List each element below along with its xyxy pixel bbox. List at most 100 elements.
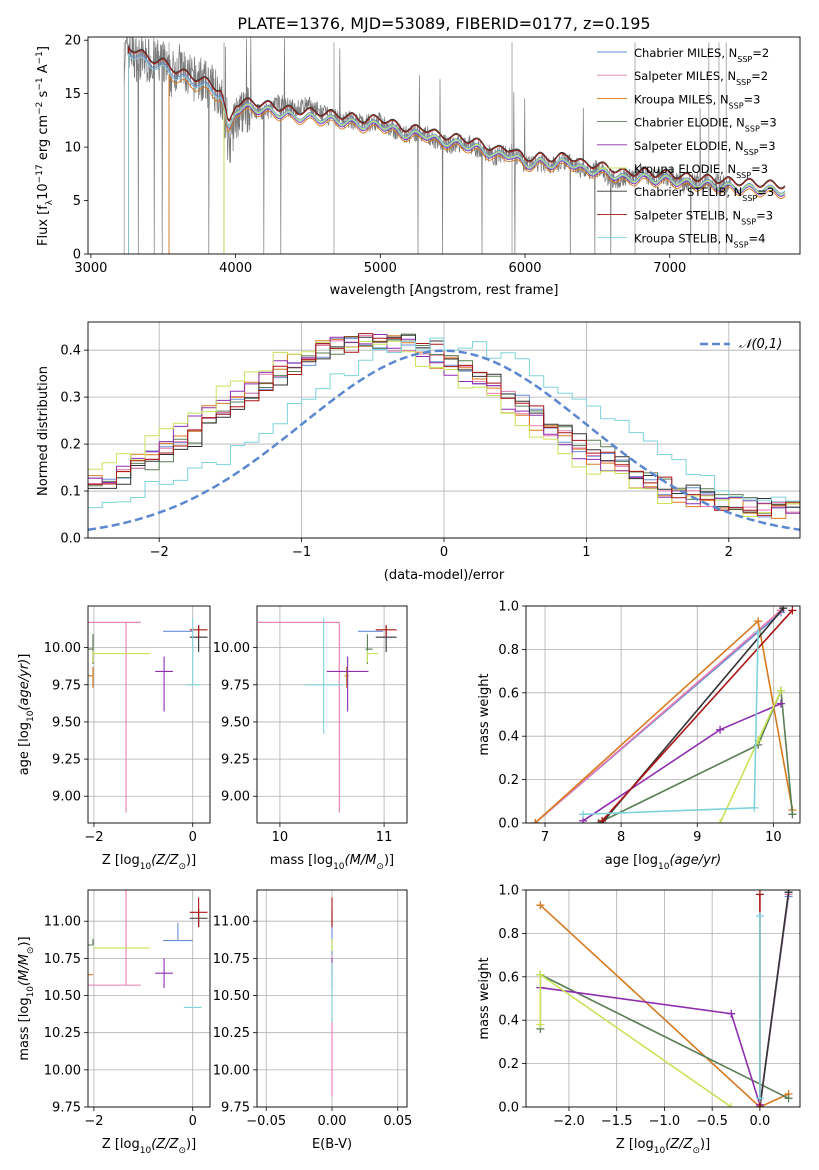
x-tick-label: 10 xyxy=(765,830,782,845)
axes-frame xyxy=(87,321,801,539)
weight-marker-cs xyxy=(784,890,793,897)
weight-marker-cs xyxy=(779,606,788,613)
x-tick-label: 5000 xyxy=(364,261,397,276)
x-tick-label: 3000 xyxy=(74,261,107,276)
normal-curve xyxy=(88,349,800,532)
legend-entry-ce: Chabrier ELODIE, NSSP=3 xyxy=(634,116,777,134)
y-tick-label: 10.00 xyxy=(44,1063,81,1078)
weight-marker-ke xyxy=(536,1020,545,1029)
x-tick-label: −2 xyxy=(84,830,103,845)
weight-marker-ce xyxy=(784,1094,793,1103)
legend-entry-sm: Salpeter MILES, NSSP=2 xyxy=(634,69,768,87)
y-tick-label: 9.25 xyxy=(221,753,250,768)
weight-marker-ke xyxy=(727,1103,736,1107)
x-tick-label: 0.05 xyxy=(383,1114,412,1129)
point-cm xyxy=(163,922,193,942)
model-spectrum-ss xyxy=(128,46,786,254)
point-ss xyxy=(189,897,208,928)
weight-marker-ke xyxy=(776,686,785,695)
y-tick-label: 1.0 xyxy=(498,600,519,615)
x-tick-label: 8 xyxy=(617,830,625,845)
weight-marker-ss xyxy=(598,816,607,823)
x-tick-label: 0 xyxy=(189,1114,197,1129)
y-tick-label: 20 xyxy=(64,34,81,49)
x-axis-label: Z [log10(Z/Z⊙)] xyxy=(102,853,196,872)
x-tick-label: 4000 xyxy=(219,261,252,276)
weight-marker-ks xyxy=(755,1094,764,1103)
y-tick-label: 10.25 xyxy=(213,1026,250,1041)
legend-entry-cm: Chabrier MILES, NSSP=2 xyxy=(634,46,769,64)
x-tick-label: −1.0 xyxy=(649,1114,681,1129)
y-tick-label: 9.75 xyxy=(52,1101,81,1116)
point-ce xyxy=(365,634,373,664)
y-tick-label: 0.0 xyxy=(498,817,519,832)
y-tick-label: 0.2 xyxy=(60,438,81,453)
y-tick-label: 15 xyxy=(64,87,81,102)
x-tick-label: 0.0 xyxy=(750,1114,771,1129)
weight-marker-ss xyxy=(788,606,797,615)
y-tick-label: 9.00 xyxy=(52,790,81,805)
axes-frame xyxy=(87,36,801,255)
age-vs-mass-panel: 10 11 9.00 9.25 9.50 9.75 10.00 mass [log10(M/M… xyxy=(213,605,408,872)
y-tick-label: 10 xyxy=(64,141,81,156)
model-spectrum-ke xyxy=(223,103,786,254)
y-tick-label: 9.25 xyxy=(52,753,81,768)
age-vs-metallicity-panel: −2 0 9.00 9.25 9.50 9.75 10.00 Z [log10(Z/Z⊙)] a… xyxy=(17,605,211,872)
y-axis-label: Flux [fλ10−17 erg cm−2 s−1 A−1] xyxy=(35,46,55,246)
legend-entry-se: Salpeter ELODIE, NSSP=3 xyxy=(634,139,776,157)
weight-line-ke xyxy=(719,690,782,823)
weight-line-km xyxy=(534,619,794,823)
model-spectrum-sm xyxy=(128,53,786,254)
weight-line-se xyxy=(582,702,782,822)
x-tick-label: −2 xyxy=(84,1114,103,1129)
point-se xyxy=(326,656,369,712)
y-tick-label: 0.4 xyxy=(498,1014,519,1029)
point-ce xyxy=(88,939,94,946)
axes-frame xyxy=(256,605,408,824)
x-tick-label: 7000 xyxy=(653,261,686,276)
mass-weight-vs-metallicity-panel: −2.0 −1.5 −1.0 −0.5 0.0 0.0 0.2 0.4 0.6 0.8 1.0 Z [… xyxy=(477,884,801,1156)
weight-line-cs xyxy=(759,892,790,1107)
model-spectrum-ks xyxy=(128,53,786,254)
y-tick-label: 0.1 xyxy=(60,485,81,500)
plot-area xyxy=(88,890,208,1008)
point-ss xyxy=(375,625,397,638)
x-axis-label: Z [log10(Z/Z⊙)] xyxy=(102,1137,196,1156)
y-tick-label: 9.75 xyxy=(221,678,250,693)
weight-line-sm xyxy=(534,609,782,823)
axes-frame xyxy=(525,889,801,1108)
x-axis-label: Z [log10(Z/Z⊙)] xyxy=(616,1137,710,1156)
x-tick-label: −2.0 xyxy=(553,1114,585,1129)
mass-weight-vs-age-panel: 7 8 9 10 0.0 0.2 0.4 0.6 0.8 1.0 age [log10(age/yr… xyxy=(477,600,801,872)
y-tick-label: 11.00 xyxy=(44,915,81,930)
legend-entry-normal: 𝒩(0,1) xyxy=(739,337,782,352)
weight-marker-km xyxy=(531,819,540,823)
x-tick-label: 6000 xyxy=(508,261,541,276)
y-axis-label: mass weight xyxy=(477,957,492,1039)
axes-frame xyxy=(525,605,801,824)
model-spectrum-km xyxy=(168,74,786,254)
weight-marker-se xyxy=(716,725,725,734)
y-tick-label: 10.25 xyxy=(44,1026,81,1041)
y-tick-label: 10.00 xyxy=(44,641,81,656)
y-tick-label: 0.6 xyxy=(498,970,519,985)
plot-area xyxy=(88,333,800,532)
y-axis-label: age [log10(age/yr)] xyxy=(17,654,36,776)
legend: Chabrier MILES, NSSP=2 Salpeter MILES, NS… xyxy=(597,46,777,249)
y-tick-label: 0 xyxy=(73,248,81,263)
y-tick-label: 11.00 xyxy=(213,915,250,930)
y-tick-label: 10.00 xyxy=(213,1063,250,1078)
point-ke xyxy=(92,650,150,663)
weight-marker-ss xyxy=(755,890,764,899)
x-axis-label: wavelength [Angstrom, rest frame] xyxy=(330,283,559,298)
point-ks xyxy=(185,617,201,686)
y-tick-label: 10.75 xyxy=(213,952,250,967)
spectrum-panel: 3000 4000 5000 6000 7000 0 5 10 15 20 wavelength [… xyxy=(35,34,801,298)
legend-entry-ke: Kroupa ELODIE, NSSP=3 xyxy=(634,162,768,180)
y-tick-label: 10.50 xyxy=(44,989,81,1004)
x-axis-label: mass [log10(M/M⊙)] xyxy=(270,853,394,872)
weight-marker-km xyxy=(754,617,763,626)
y-tick-label: 0.3 xyxy=(60,391,81,406)
y-tick-label: 10.00 xyxy=(213,641,250,656)
